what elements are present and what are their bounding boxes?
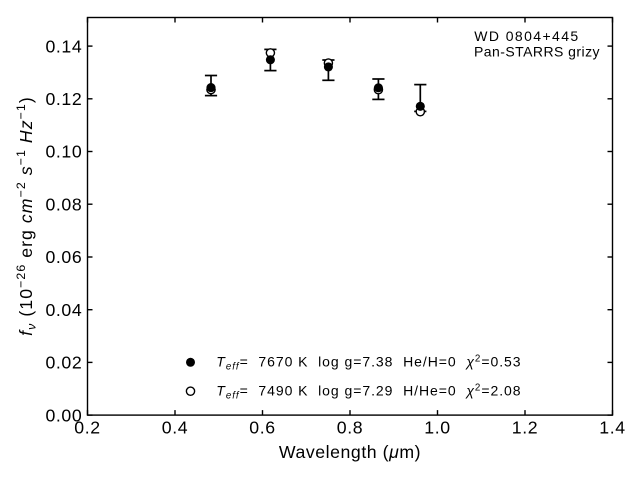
svg-text:0.10: 0.10 bbox=[45, 142, 82, 162]
svg-text:0.8: 0.8 bbox=[337, 418, 363, 438]
svg-text:Teff= 7670 K log g=7.38 He/: Teff= 7670 K log g=7.38 He/H=0 χ2=0.53 bbox=[216, 353, 521, 372]
svg-text:Pan-STARRS grizy: Pan-STARRS grizy bbox=[474, 43, 600, 59]
svg-text:0.06: 0.06 bbox=[45, 247, 82, 267]
svg-text:Wavelength (μm): Wavelength (μm) bbox=[279, 442, 421, 462]
svg-text:1.4: 1.4 bbox=[599, 418, 625, 438]
svg-text:Teff= 7490 K log g=7.29 H/H: Teff= 7490 K log g=7.29 H/He=0 χ2=2.08 bbox=[216, 382, 521, 401]
svg-text:0.4: 0.4 bbox=[162, 418, 188, 438]
svg-text:0.6: 0.6 bbox=[249, 418, 275, 438]
svg-text:0.02: 0.02 bbox=[45, 353, 82, 373]
svg-text:0.2: 0.2 bbox=[74, 418, 100, 438]
svg-text:0.08: 0.08 bbox=[45, 194, 82, 214]
svg-text:0.04: 0.04 bbox=[45, 300, 82, 320]
svg-text:0.14: 0.14 bbox=[45, 36, 82, 56]
svg-text:fν (10−26 erg cm−2 s−1 Hz−1): fν (10−26 erg cm−2 s−1 Hz−1) bbox=[14, 96, 39, 336]
svg-text:1.0: 1.0 bbox=[424, 418, 450, 438]
svg-text:1.2: 1.2 bbox=[512, 418, 538, 438]
svg-text:0.00: 0.00 bbox=[45, 405, 82, 425]
svg-text:0.12: 0.12 bbox=[45, 89, 82, 109]
svg-text:WD 0804+445: WD 0804+445 bbox=[474, 28, 579, 44]
